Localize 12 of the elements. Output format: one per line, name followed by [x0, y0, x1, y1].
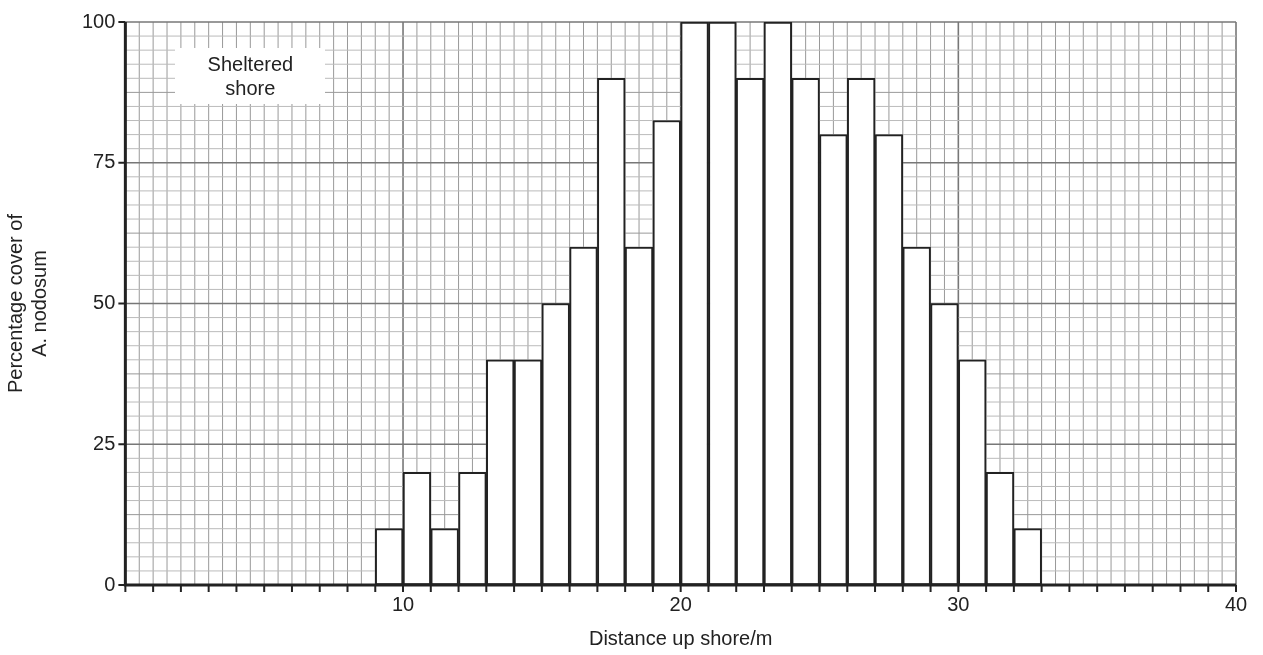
y-tick-label: 0	[104, 572, 116, 595]
label-box: Sheltered shore	[175, 48, 326, 104]
y-tick-label: 50	[93, 291, 116, 314]
x-tick-label: 10	[391, 592, 415, 615]
y-tick-label: 100	[81, 9, 116, 32]
y-tick-label: 25	[93, 431, 116, 454]
x-tick-label: 20	[669, 592, 692, 615]
y-axis-title: Percentage cover of A. nodosum	[3, 213, 50, 393]
x-tick-label: 40	[1224, 592, 1248, 615]
x-axis-title: Distance up shore/m	[588, 626, 773, 649]
x-tick-label: 30	[947, 592, 970, 615]
y-tick-label: 75	[93, 150, 116, 173]
